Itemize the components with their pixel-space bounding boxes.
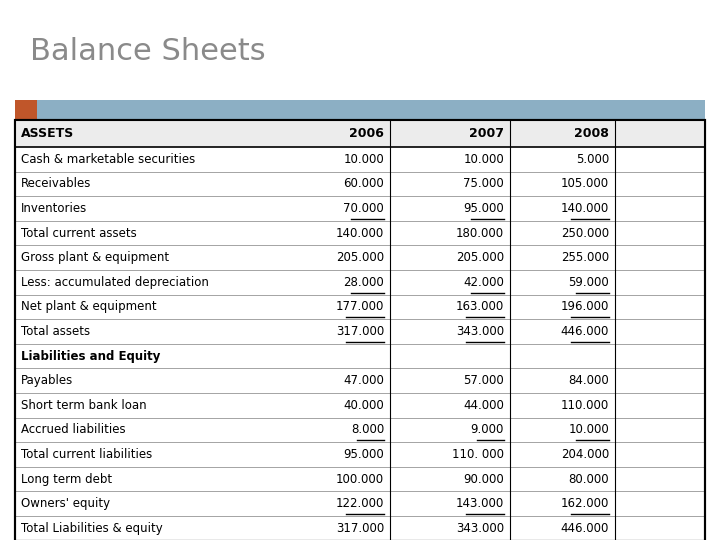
Bar xyxy=(15,120,705,147)
Text: Total assets: Total assets xyxy=(21,325,90,338)
Text: Liabilities and Equity: Liabilities and Equity xyxy=(21,349,161,362)
Text: 446.000: 446.000 xyxy=(561,522,609,535)
Text: 204.000: 204.000 xyxy=(561,448,609,461)
Text: 140.000: 140.000 xyxy=(336,227,384,240)
Text: 205.000: 205.000 xyxy=(456,251,504,264)
Text: 446.000: 446.000 xyxy=(561,325,609,338)
Text: 105.000: 105.000 xyxy=(561,178,609,191)
Text: 60.000: 60.000 xyxy=(343,178,384,191)
Text: 343.000: 343.000 xyxy=(456,325,504,338)
Text: 162.000: 162.000 xyxy=(561,497,609,510)
Text: 205.000: 205.000 xyxy=(336,251,384,264)
Bar xyxy=(15,120,705,540)
Text: Balance Sheets: Balance Sheets xyxy=(30,37,266,66)
Text: 8.000: 8.000 xyxy=(351,423,384,436)
Text: Payables: Payables xyxy=(21,374,73,387)
Text: Cash & marketable securities: Cash & marketable securities xyxy=(21,153,195,166)
Text: 2006: 2006 xyxy=(349,127,384,140)
Text: 10.000: 10.000 xyxy=(343,153,384,166)
Text: 180.000: 180.000 xyxy=(456,227,504,240)
Text: 95.000: 95.000 xyxy=(463,202,504,215)
Text: ASSETS: ASSETS xyxy=(21,127,74,140)
Text: 143.000: 143.000 xyxy=(456,497,504,510)
Text: 28.000: 28.000 xyxy=(343,276,384,289)
Text: 40.000: 40.000 xyxy=(343,399,384,412)
Text: Inventories: Inventories xyxy=(21,202,87,215)
Text: Less: accumulated depreciation: Less: accumulated depreciation xyxy=(21,276,209,289)
Text: 42.000: 42.000 xyxy=(463,276,504,289)
Text: 9.000: 9.000 xyxy=(471,423,504,436)
Text: 80.000: 80.000 xyxy=(568,472,609,485)
Text: 250.000: 250.000 xyxy=(561,227,609,240)
Text: 47.000: 47.000 xyxy=(343,374,384,387)
Bar xyxy=(15,100,37,120)
Text: 163.000: 163.000 xyxy=(456,300,504,313)
Text: 110. 000: 110. 000 xyxy=(452,448,504,461)
Text: 177.000: 177.000 xyxy=(336,300,384,313)
Text: 110.000: 110.000 xyxy=(561,399,609,412)
Text: 90.000: 90.000 xyxy=(463,472,504,485)
Text: 343.000: 343.000 xyxy=(456,522,504,535)
Text: Gross plant & equipment: Gross plant & equipment xyxy=(21,251,169,264)
Text: Accrued liabilities: Accrued liabilities xyxy=(21,423,125,436)
Text: 44.000: 44.000 xyxy=(463,399,504,412)
Text: 122.000: 122.000 xyxy=(336,497,384,510)
Text: 100.000: 100.000 xyxy=(336,472,384,485)
Text: Total current liabilities: Total current liabilities xyxy=(21,448,152,461)
Text: 75.000: 75.000 xyxy=(463,178,504,191)
Text: Receivables: Receivables xyxy=(21,178,91,191)
Text: 95.000: 95.000 xyxy=(343,448,384,461)
Text: 10.000: 10.000 xyxy=(568,423,609,436)
Bar xyxy=(37,100,705,120)
Text: Total current assets: Total current assets xyxy=(21,227,137,240)
Text: Long term debt: Long term debt xyxy=(21,472,112,485)
Text: 59.000: 59.000 xyxy=(568,276,609,289)
Text: 255.000: 255.000 xyxy=(561,251,609,264)
Text: Net plant & equipment: Net plant & equipment xyxy=(21,300,157,313)
Bar xyxy=(15,120,705,540)
Text: 196.000: 196.000 xyxy=(561,300,609,313)
Text: 317.000: 317.000 xyxy=(336,325,384,338)
Text: Short term bank loan: Short term bank loan xyxy=(21,399,147,412)
Text: Total Liabilities & equity: Total Liabilities & equity xyxy=(21,522,163,535)
Text: Owners' equity: Owners' equity xyxy=(21,497,110,510)
Text: 10.000: 10.000 xyxy=(463,153,504,166)
Text: 2007: 2007 xyxy=(469,127,504,140)
Text: 140.000: 140.000 xyxy=(561,202,609,215)
Text: 5.000: 5.000 xyxy=(576,153,609,166)
Text: 317.000: 317.000 xyxy=(336,522,384,535)
Text: 57.000: 57.000 xyxy=(463,374,504,387)
Text: 70.000: 70.000 xyxy=(343,202,384,215)
Text: 84.000: 84.000 xyxy=(568,374,609,387)
Text: 2008: 2008 xyxy=(574,127,609,140)
